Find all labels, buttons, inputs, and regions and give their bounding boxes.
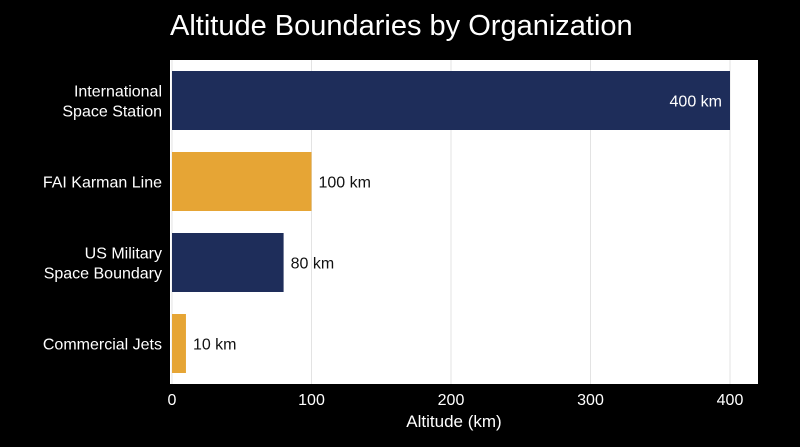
category-label-line: Space Station	[62, 104, 162, 121]
bar-1	[172, 152, 312, 211]
data-label: 400 km	[670, 94, 722, 111]
x-axis-label: Altitude (km)	[406, 412, 501, 431]
category-label-line: US Military	[85, 246, 162, 263]
category-label: Commercial Jets	[43, 337, 162, 354]
data-label: 100 km	[319, 175, 371, 192]
category-label-line: Space Boundary	[44, 266, 162, 283]
category-label: FAI Karman Line	[43, 175, 162, 192]
x-tick-label: 400	[717, 392, 744, 409]
x-tick-label: 0	[168, 392, 177, 409]
x-tick-label: 100	[298, 392, 325, 409]
category-labels: International Space Station FAI Karman Lin…	[43, 84, 162, 354]
category-label-line: FAI Karman Line	[43, 175, 162, 192]
chart-title: Altitude Boundaries by Organization	[170, 10, 633, 42]
bar-0	[172, 71, 730, 130]
data-label: 80 km	[291, 256, 335, 273]
data-labels: 400 km 100 km 80 km 10 km	[193, 94, 722, 354]
data-label: 10 km	[193, 337, 237, 354]
x-tick-label: 200	[438, 392, 465, 409]
category-label-line: Commercial Jets	[43, 337, 162, 354]
x-tick-label: 300	[577, 392, 604, 409]
category-label: US Military Space Boundary	[44, 246, 162, 283]
category-label: International Space Station	[62, 84, 162, 121]
bar-3	[172, 314, 186, 373]
bar-2	[172, 233, 284, 292]
category-label-line: International	[74, 84, 162, 101]
x-tick-labels: 0 100 200 300 400	[168, 392, 744, 409]
bars	[172, 71, 730, 373]
